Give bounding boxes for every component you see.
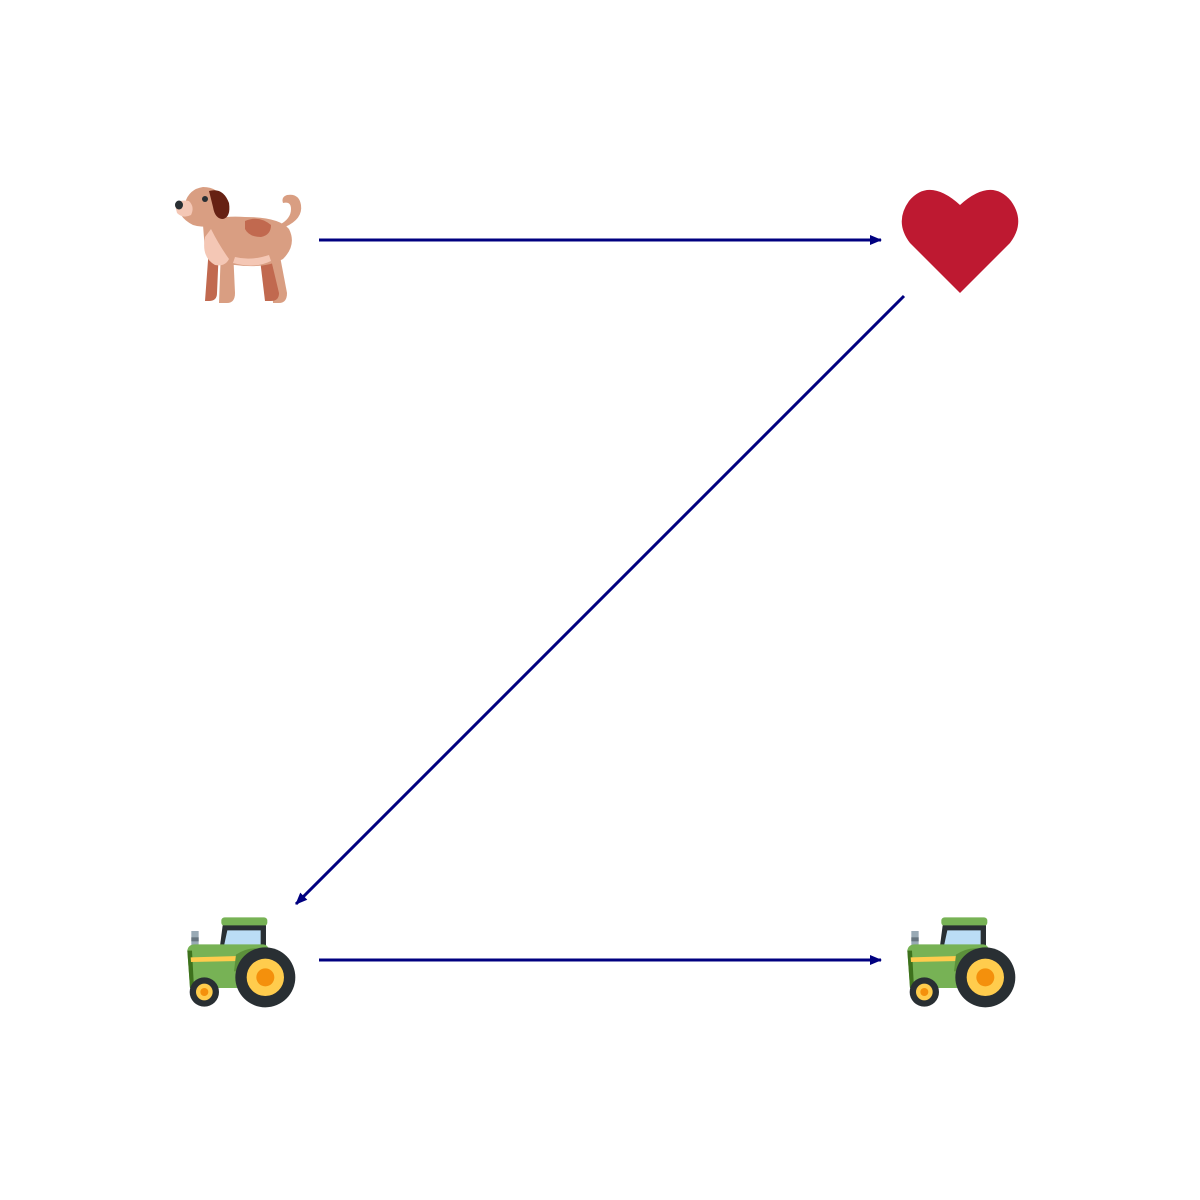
edges — [294, 235, 906, 965]
dog-icon — [175, 187, 302, 303]
tractor-icon — [907, 917, 1016, 1008]
arrow-heart-to-tractor — [294, 294, 906, 906]
tractor-icon — [187, 917, 296, 1008]
heart-icon — [901, 189, 1019, 293]
